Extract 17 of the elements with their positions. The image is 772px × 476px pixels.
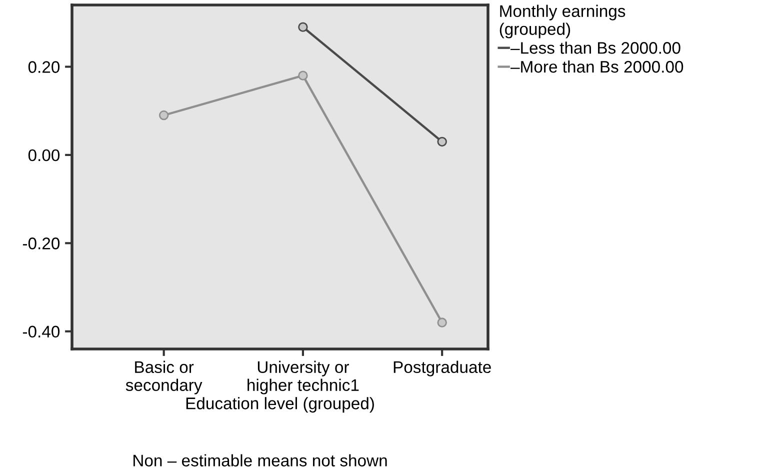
legend-label: –More than Bs 2000.00 [510, 60, 684, 73]
point [437, 136, 447, 147]
point [298, 22, 308, 32]
x-tick-label: Basic or secondary [126, 360, 202, 394]
text: Non – estimable means not shown [134, 454, 387, 466]
y-tick-label: 0.20 [28, 61, 60, 73]
y-tick-label: -0.40 [22, 326, 60, 338]
y-tick-label: 0.00 [28, 149, 60, 162]
x-tick-label: Postgraduate [394, 360, 491, 376]
legend-title: Monthly earnings (grouped) [500, 4, 626, 38]
legend-label: –Less than Bs 2000.00 [510, 42, 680, 54]
x-axis-title: Education level (grouped) [186, 397, 374, 413]
point [437, 318, 447, 328]
point [158, 110, 169, 120]
x-tick-label: University or higher technic1 [248, 360, 359, 394]
point [298, 70, 308, 80]
y-tick-label: -0.20 [22, 238, 60, 250]
